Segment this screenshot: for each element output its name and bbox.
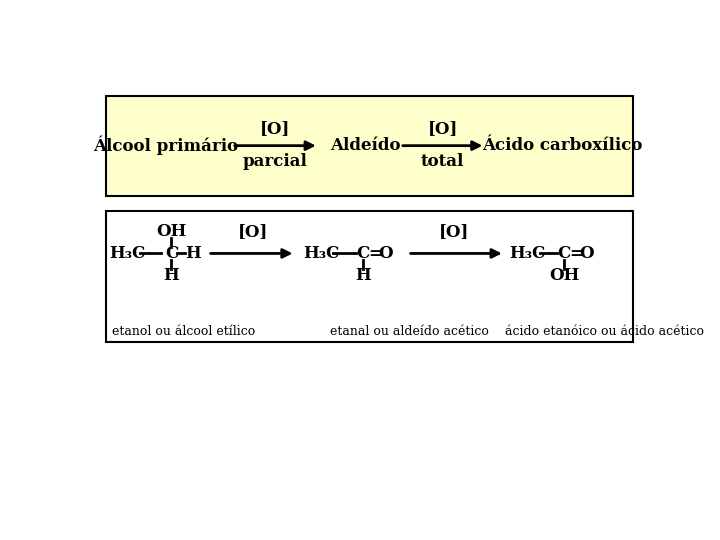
Text: OH: OH (156, 224, 186, 240)
Text: ácido etanóico ou ácido acético: ácido etanóico ou ácido acético (505, 325, 703, 338)
Text: parcial: parcial (243, 152, 307, 170)
Text: O: O (379, 245, 393, 262)
Text: H₃C: H₃C (510, 245, 546, 262)
Bar (106, 96, 632, 195)
Text: [O]: [O] (428, 120, 458, 137)
Text: total: total (421, 152, 464, 170)
Text: O: O (580, 245, 594, 262)
Text: H₃C: H₃C (303, 245, 339, 262)
Text: C: C (165, 245, 178, 262)
Bar (106, 211, 632, 342)
Text: H₃C: H₃C (109, 245, 145, 262)
Text: H: H (163, 267, 179, 284)
Text: H: H (185, 245, 201, 262)
Text: [O]: [O] (260, 120, 290, 137)
Text: =: = (569, 245, 583, 262)
Text: [O]: [O] (238, 224, 268, 240)
Text: Aldeído: Aldeído (330, 137, 400, 154)
Text: H: H (355, 267, 371, 284)
Text: OH: OH (549, 267, 580, 284)
Text: C: C (558, 245, 571, 262)
Text: Álcool primário: Álcool primário (94, 136, 238, 156)
Text: Ácido carboxílico: Ácido carboxílico (482, 137, 643, 154)
Text: etanal ou aldeído acético: etanal ou aldeído acético (330, 325, 489, 338)
Text: etanol ou álcool etílico: etanol ou álcool etílico (112, 325, 255, 338)
Text: C: C (356, 245, 369, 262)
Text: [O]: [O] (439, 224, 469, 240)
Text: =: = (368, 245, 382, 262)
